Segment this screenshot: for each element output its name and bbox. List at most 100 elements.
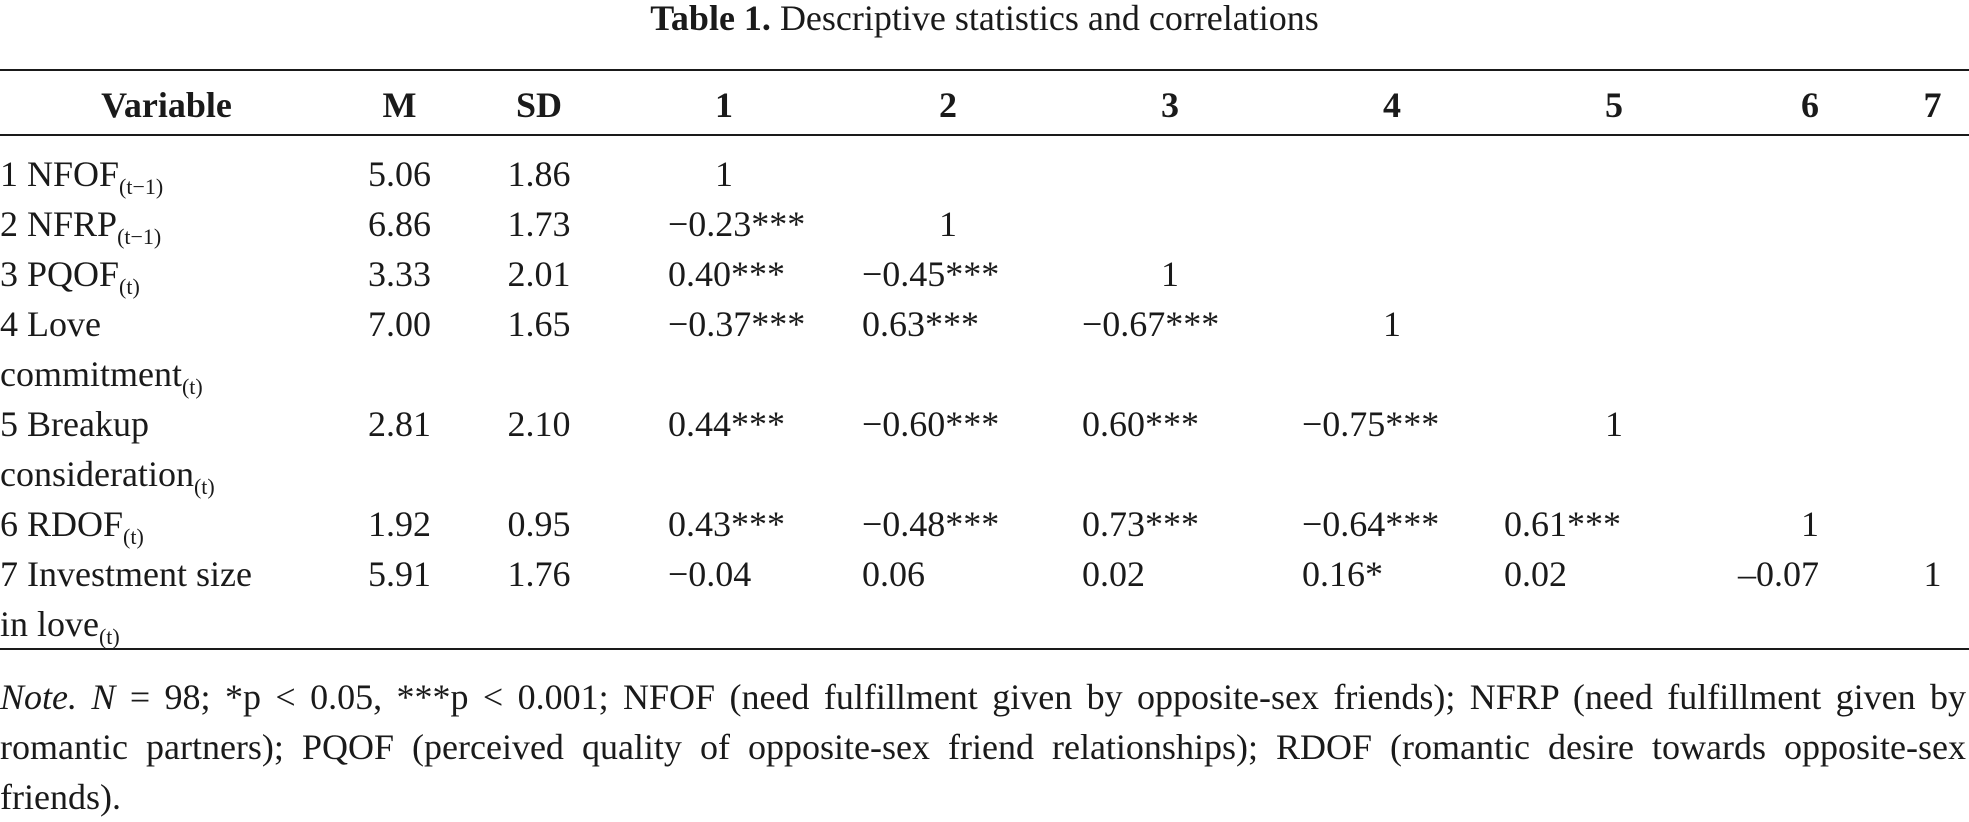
- time-subscript: (t): [119, 274, 140, 299]
- correlation-value: 0.16*: [1302, 554, 1383, 594]
- time-subscript: (t): [193, 474, 215, 499]
- correlation-value: −0.48***: [862, 504, 1000, 544]
- variable-name-line: commitment(t): [0, 349, 333, 399]
- correlation-cell-3: 0.73***: [1060, 499, 1280, 549]
- correlation-cell-5: [1504, 299, 1724, 399]
- mean-cell: 6.86: [368, 204, 431, 244]
- variable-name-text: 7 Investment size: [0, 554, 252, 594]
- correlation-value: 0.44***: [668, 404, 785, 444]
- correlation-cell-2: [836, 134, 1060, 199]
- correlation-value: 1: [1801, 504, 1819, 544]
- header-row: Variable M SD 1 2 3 4 5 6 7: [0, 76, 1969, 134]
- correlation-cell-7: [1896, 499, 1969, 549]
- sd-cell: 0.95: [507, 504, 571, 544]
- table-row: 4 Love commitment(t) 7.00 1.65 −0.37*** 0.63*…: [0, 299, 1969, 399]
- correlation-cell-5: [1504, 134, 1724, 199]
- variable-name-cell: 3 PQOF(t): [0, 249, 333, 299]
- variable-name-text: 1 NFOF: [0, 154, 120, 194]
- header-col-7: 7: [1923, 85, 1942, 125]
- time-subscript: (t−1): [117, 224, 162, 249]
- correlation-cell-1: 1: [612, 134, 836, 199]
- variable-name-text: in love: [0, 604, 99, 644]
- variable-name-cell: 7 Investment size in love(t): [0, 549, 333, 649]
- header-col-3: 3: [1161, 85, 1179, 125]
- correlation-cell-3: 0.60***: [1060, 399, 1280, 499]
- variable-name-cell: 4 Love commitment(t): [0, 299, 333, 399]
- correlation-value: 1: [715, 154, 733, 194]
- correlation-cell-7: [1896, 299, 1969, 399]
- correlation-cell-4: [1280, 199, 1504, 249]
- bottom-rule: [0, 648, 1969, 650]
- correlation-cell-6: 1: [1724, 499, 1896, 549]
- header-col-1: 1: [715, 85, 733, 125]
- correlation-value: −0.60***: [862, 404, 1000, 444]
- correlation-value: 1: [1605, 404, 1623, 444]
- correlation-cell-7: [1896, 249, 1969, 299]
- correlation-cell-1: 0.44***: [612, 399, 836, 499]
- sd-cell: 2.10: [507, 404, 571, 444]
- sd-cell: 1.76: [507, 554, 571, 594]
- note-text: = 98; *p < 0.05, ***p < 0.001; NFOF (nee…: [0, 677, 1967, 817]
- variable-name-line: 6 RDOF(t): [0, 499, 333, 549]
- table-row: 5 Breakup consideration(t) 2.81 2.10 0.44***…: [0, 399, 1969, 499]
- table-row: 2 NFRP(t−1) 6.86 1.73 −0.23*** 1: [0, 199, 1969, 249]
- table-caption: Table 1. Descriptive statistics and corr…: [0, 0, 1969, 36]
- sd-cell: 1.73: [507, 204, 571, 244]
- mean-cell: 2.81: [368, 404, 431, 444]
- correlation-cell-7: [1896, 134, 1969, 199]
- header-rule: [0, 134, 1969, 136]
- time-subscript: (t): [98, 624, 120, 649]
- variable-name-cell: 6 RDOF(t): [0, 499, 333, 549]
- variable-name-cell: 2 NFRP(t−1): [0, 199, 333, 249]
- correlation-cell-2: −0.60***: [836, 399, 1060, 499]
- correlation-value: 0.02: [1504, 554, 1567, 594]
- correlation-cell-2: −0.48***: [836, 499, 1060, 549]
- table-note: Note. N = 98; *p < 0.05, ***p < 0.001; N…: [0, 672, 1966, 822]
- mean-cell: 5.91: [368, 554, 431, 594]
- header-variable: Variable: [101, 85, 232, 125]
- table-row: 7 Investment size in love(t) 5.91 1.76 −0.04…: [0, 549, 1969, 649]
- caption-text: Descriptive statistics and correlations: [779, 0, 1319, 38]
- correlation-cell-3: 0.02: [1060, 549, 1280, 649]
- correlation-value: 0.63***: [862, 304, 979, 344]
- variable-name-line: 1 NFOF(t−1): [0, 149, 333, 199]
- correlation-cell-2: 0.06: [836, 549, 1060, 649]
- time-subscript: (t): [181, 374, 203, 399]
- correlation-cell-6: [1724, 299, 1896, 399]
- correlation-cell-3: −0.67***: [1060, 299, 1280, 399]
- header-col-6: 6: [1801, 85, 1819, 125]
- correlation-cell-6: [1724, 399, 1896, 499]
- correlation-value: 1: [1383, 304, 1401, 344]
- sd-cell: 2.01: [507, 254, 571, 294]
- correlation-cell-3: [1060, 199, 1280, 249]
- correlation-value: −0.45***: [862, 254, 1000, 294]
- correlation-value: 0.40***: [668, 254, 785, 294]
- top-rule: [0, 69, 1969, 71]
- correlation-cell-5: 0.02: [1504, 549, 1724, 649]
- variable-name-line: 3 PQOF(t): [0, 249, 333, 299]
- correlation-cell-1: 0.40***: [612, 249, 836, 299]
- correlation-cell-2: 1: [836, 199, 1060, 249]
- correlation-cell-3: 1: [1060, 249, 1280, 299]
- correlation-cell-1: −0.23***: [612, 199, 836, 249]
- correlation-value: 1: [1923, 554, 1942, 594]
- sd-cell: 1.65: [507, 304, 571, 344]
- table-row: 6 RDOF(t) 1.92 0.95 0.43*** −0.48*** 0.73*** −…: [0, 499, 1969, 549]
- correlation-value: 0.06: [862, 554, 925, 594]
- statistics-table: Variable M SD 1 2 3 4 5 6 7 1 NFOF(t−1) 5…: [0, 76, 1969, 649]
- variable-name-line: consideration(t): [0, 449, 333, 499]
- variable-name-line: 7 Investment size: [0, 549, 333, 599]
- header-col-4: 4: [1383, 85, 1401, 125]
- variable-name-text: 3 PQOF: [0, 254, 120, 294]
- table-row: 3 PQOF(t) 3.33 2.01 0.40*** −0.45*** 1: [0, 249, 1969, 299]
- correlation-value: 1: [939, 204, 957, 244]
- variable-name-text: commitment: [0, 354, 182, 394]
- correlation-value: 0.02: [1082, 554, 1145, 594]
- variable-name-text: 5 Breakup: [0, 404, 149, 444]
- correlation-cell-4: 1: [1280, 299, 1504, 399]
- correlation-value: −0.37***: [668, 304, 806, 344]
- correlation-value: 0.61***: [1504, 504, 1621, 544]
- correlation-cell-2: 0.63***: [836, 299, 1060, 399]
- correlation-cell-6: [1724, 199, 1896, 249]
- table-row: 1 NFOF(t−1) 5.06 1.86 1: [0, 134, 1969, 199]
